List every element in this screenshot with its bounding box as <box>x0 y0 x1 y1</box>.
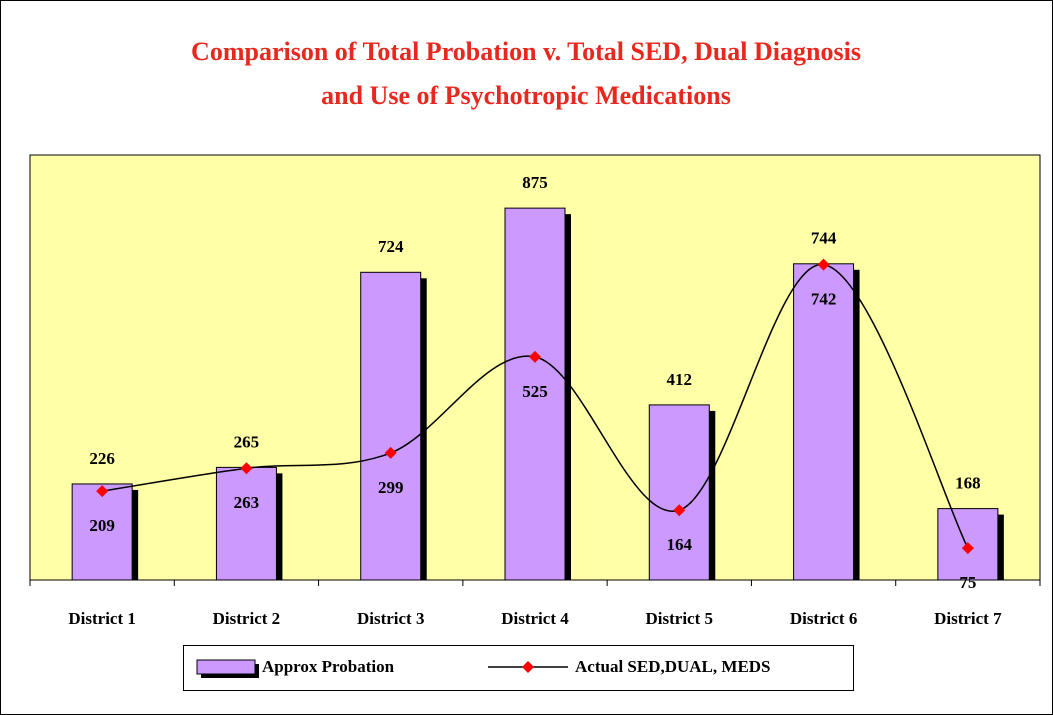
x-tick-label: District 5 <box>646 609 714 628</box>
line-marker <box>817 258 830 271</box>
line-value-label: 75 <box>959 573 976 592</box>
bar <box>215 466 277 581</box>
legend-swatch <box>196 659 256 675</box>
line-value-label: 299 <box>378 478 404 497</box>
bar-value-label: 724 <box>378 237 404 256</box>
x-tick-label: District 4 <box>501 609 569 628</box>
line-marker <box>961 542 974 555</box>
x-tick-label: District 7 <box>934 609 1002 628</box>
line-marker <box>529 350 541 363</box>
line-marker <box>673 504 686 517</box>
bar-value-label: 875 <box>522 173 548 192</box>
chart-title: Comparison of Total Probation v. Total S… <box>191 37 861 110</box>
line-marker <box>384 446 397 459</box>
line-value-label: 525 <box>522 382 548 401</box>
x-tick-label: District 6 <box>790 609 858 628</box>
bar <box>504 207 566 581</box>
x-tick-label: District 2 <box>213 609 281 628</box>
legend-label: Actual SED,DUAL, MEDS <box>575 657 771 676</box>
x-tick-label: District 1 <box>68 609 136 628</box>
bar-value-label: 265 <box>234 432 260 451</box>
line <box>102 263 969 549</box>
line-value-label: 164 <box>667 535 693 554</box>
line-marker <box>240 462 253 475</box>
x-tick-label: District 3 <box>357 609 425 628</box>
bar-value-label: 744 <box>811 229 837 248</box>
line-value-label: 209 <box>89 516 115 535</box>
bar <box>360 271 422 581</box>
legend-box <box>183 645 854 691</box>
legend-label: Approx Probation <box>262 657 395 676</box>
bar <box>71 483 133 581</box>
line-value-label: 263 <box>234 493 260 512</box>
bar <box>793 263 855 581</box>
bar-value-label: 226 <box>89 449 115 468</box>
bar-value-label: 412 <box>667 370 693 389</box>
bar-value-label: 168 <box>955 474 981 493</box>
line-marker <box>96 485 109 498</box>
line-value-label: 742 <box>811 290 837 309</box>
legend-marker <box>522 661 534 673</box>
